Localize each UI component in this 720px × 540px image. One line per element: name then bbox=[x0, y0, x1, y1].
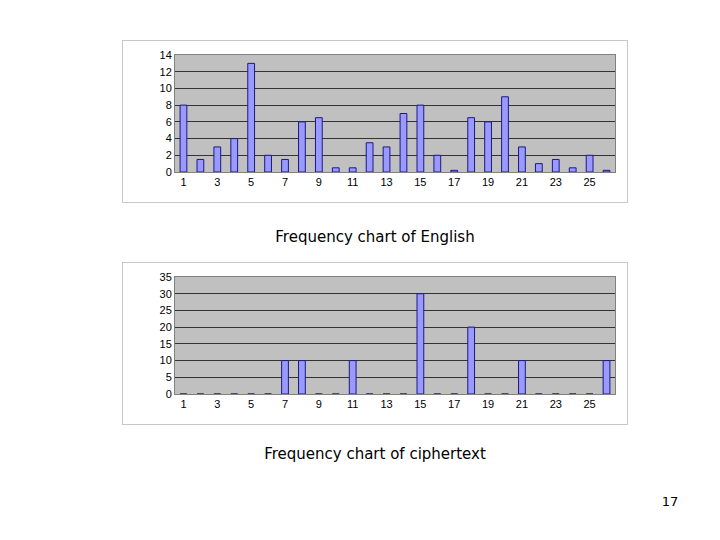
svg-text:35: 35 bbox=[160, 271, 172, 283]
svg-text:12: 12 bbox=[160, 66, 172, 78]
svg-text:20: 20 bbox=[160, 321, 172, 333]
svg-text:21: 21 bbox=[516, 398, 528, 410]
svg-text:19: 19 bbox=[482, 176, 494, 188]
svg-text:1: 1 bbox=[180, 398, 186, 410]
svg-text:17: 17 bbox=[448, 176, 460, 188]
html-text:Frequency chart of ciphertext: Frequency chart of ciphertext bbox=[264, 445, 486, 463]
svg-text:5: 5 bbox=[166, 371, 172, 383]
svg-text:13: 13 bbox=[380, 176, 392, 188]
svg-text:9: 9 bbox=[316, 398, 322, 410]
svg-text:0: 0 bbox=[166, 388, 172, 400]
svg-text:30: 30 bbox=[160, 288, 172, 300]
html-text:Frequency chart of English: Frequency chart of English bbox=[275, 228, 475, 246]
svg-text:10: 10 bbox=[160, 82, 172, 94]
svg-text:11: 11 bbox=[347, 398, 358, 410]
svg-text:19: 19 bbox=[482, 398, 494, 410]
svg-text:15: 15 bbox=[414, 398, 426, 410]
svg-text:8: 8 bbox=[166, 99, 172, 111]
svg-text:25: 25 bbox=[160, 304, 172, 316]
svg-text:0: 0 bbox=[166, 166, 172, 178]
svg-text:7: 7 bbox=[282, 398, 288, 410]
svg-text:2: 2 bbox=[166, 149, 172, 161]
html-text:17: 17 bbox=[661, 494, 679, 509]
svg-text:7: 7 bbox=[282, 176, 288, 188]
svg-text:1: 1 bbox=[180, 176, 186, 188]
svg-text:23: 23 bbox=[550, 398, 562, 410]
svg-text:14: 14 bbox=[160, 49, 172, 61]
svg-text:10: 10 bbox=[160, 354, 172, 366]
svg-text:5: 5 bbox=[248, 176, 254, 188]
svg-text:17: 17 bbox=[448, 398, 460, 410]
svg-text:25: 25 bbox=[583, 176, 595, 188]
svg-text:3: 3 bbox=[214, 176, 220, 188]
svg-text:3: 3 bbox=[214, 398, 220, 410]
svg-text:23: 23 bbox=[550, 176, 562, 188]
svg-text:5: 5 bbox=[248, 398, 254, 410]
svg-text:25: 25 bbox=[583, 398, 595, 410]
svg-text:13: 13 bbox=[380, 398, 392, 410]
svg-text:11: 11 bbox=[347, 176, 358, 188]
svg-text:4: 4 bbox=[166, 132, 172, 144]
svg-text:15: 15 bbox=[160, 338, 172, 350]
svg-text:9: 9 bbox=[316, 176, 322, 188]
svg-text:6: 6 bbox=[166, 116, 172, 128]
svg-text:21: 21 bbox=[516, 176, 528, 188]
svg-text:15: 15 bbox=[414, 176, 426, 188]
